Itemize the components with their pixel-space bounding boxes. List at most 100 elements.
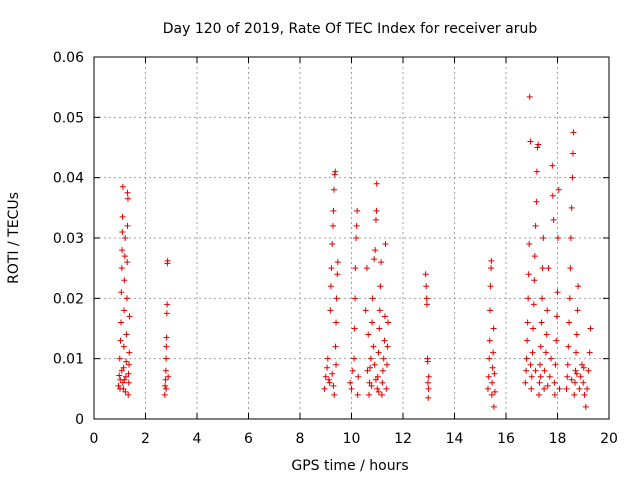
data-point xyxy=(374,373,381,380)
x-tick-label: 12 xyxy=(394,431,412,447)
x-tick-label: 4 xyxy=(193,431,202,447)
data-point xyxy=(381,337,388,344)
data-point xyxy=(576,385,583,392)
data-point xyxy=(536,361,543,368)
data-point xyxy=(546,373,553,380)
data-point xyxy=(549,192,556,199)
data-point xyxy=(567,235,574,241)
data-points xyxy=(115,93,594,410)
data-point xyxy=(565,343,572,350)
data-point xyxy=(570,129,577,136)
data-point xyxy=(351,325,358,332)
data-point xyxy=(125,379,132,386)
data-point xyxy=(122,388,129,395)
data-point xyxy=(325,376,332,383)
data-point xyxy=(490,349,497,356)
data-point xyxy=(163,343,170,350)
data-point xyxy=(537,373,544,380)
data-point xyxy=(322,373,329,380)
data-point xyxy=(121,253,128,260)
data-point xyxy=(564,373,571,380)
x-axis-label: GPS time / hours xyxy=(291,458,408,474)
data-point xyxy=(549,162,556,169)
data-point xyxy=(353,235,360,241)
data-point xyxy=(584,385,591,392)
data-point xyxy=(486,337,493,344)
data-point xyxy=(491,370,498,377)
data-point xyxy=(371,256,378,263)
data-point xyxy=(539,265,546,272)
data-point xyxy=(487,283,494,290)
data-point xyxy=(117,337,124,344)
data-point xyxy=(568,376,575,383)
data-point xyxy=(122,235,129,241)
data-point xyxy=(329,241,336,248)
data-point xyxy=(334,271,341,278)
data-point xyxy=(486,355,493,362)
y-tick-label: 0 xyxy=(75,412,84,428)
data-point xyxy=(577,373,584,380)
data-point xyxy=(540,235,547,241)
chart-title: Day 120 of 2019, Rate Of TEC Index for r… xyxy=(163,21,538,37)
data-point xyxy=(424,358,431,365)
data-point xyxy=(123,358,130,365)
data-point xyxy=(119,247,126,254)
data-point xyxy=(425,373,432,380)
data-point xyxy=(524,337,531,344)
data-point xyxy=(572,367,579,374)
data-point xyxy=(488,391,495,398)
data-point xyxy=(528,385,535,392)
x-tick-label: 16 xyxy=(497,431,515,447)
data-point xyxy=(122,373,129,380)
data-point xyxy=(484,385,491,392)
data-point xyxy=(329,222,336,229)
x-tick-label: 6 xyxy=(244,431,253,447)
data-point xyxy=(372,216,379,223)
data-point xyxy=(123,331,130,338)
data-point xyxy=(545,265,552,272)
data-point xyxy=(332,343,339,350)
data-point xyxy=(530,301,537,308)
data-point xyxy=(367,364,374,371)
data-point xyxy=(124,222,131,229)
data-point xyxy=(551,379,558,386)
data-point xyxy=(374,385,381,392)
data-point xyxy=(566,295,573,302)
data-point xyxy=(163,334,170,341)
data-point xyxy=(349,367,356,374)
data-point xyxy=(569,174,576,181)
data-point xyxy=(331,171,338,178)
data-point xyxy=(574,307,581,314)
data-point xyxy=(563,385,570,392)
data-point xyxy=(353,222,360,229)
data-point xyxy=(120,364,127,371)
x-tick-label: 10 xyxy=(343,431,361,447)
data-point xyxy=(333,361,340,368)
data-point xyxy=(488,265,495,272)
data-point xyxy=(385,319,392,326)
data-point xyxy=(116,372,123,379)
data-point xyxy=(362,307,369,314)
data-point xyxy=(364,367,371,374)
data-point xyxy=(490,325,497,332)
data-point xyxy=(347,379,354,386)
data-point xyxy=(366,391,373,398)
data-point xyxy=(119,183,126,190)
data-point xyxy=(363,265,370,272)
data-point xyxy=(326,379,333,386)
data-point xyxy=(330,186,337,193)
data-point xyxy=(120,343,127,350)
data-point xyxy=(163,385,170,392)
data-point xyxy=(527,138,534,145)
data-point xyxy=(375,349,382,356)
data-point xyxy=(541,385,548,392)
y-tick-label: 0.05 xyxy=(53,110,84,126)
data-point xyxy=(330,207,337,214)
y-axis-label: ROTI / TECUs xyxy=(6,192,22,284)
data-point xyxy=(383,385,390,392)
data-point xyxy=(328,265,335,272)
data-point xyxy=(553,337,560,344)
data-point xyxy=(555,235,562,241)
axis-ticks xyxy=(93,56,610,420)
x-tick-label: 8 xyxy=(296,431,305,447)
